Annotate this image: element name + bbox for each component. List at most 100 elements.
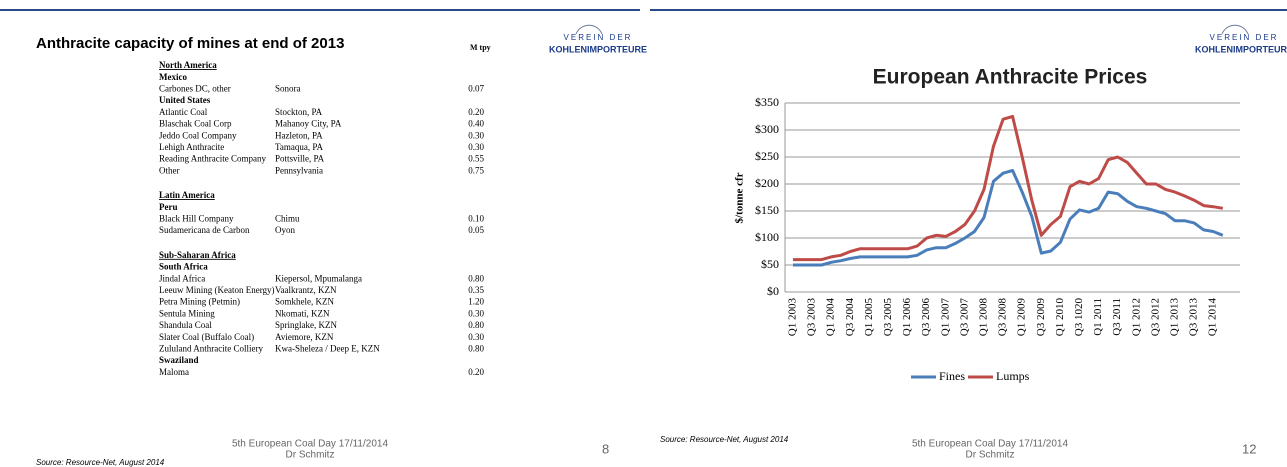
region-heading: Latin America bbox=[159, 190, 215, 200]
cell: Shandula Coal bbox=[159, 320, 212, 330]
cell: Nkomati, KZN bbox=[275, 308, 330, 318]
unit-label: M tpy bbox=[470, 43, 491, 52]
slide-title: Anthracite capacity of mines at end of 2… bbox=[36, 35, 344, 52]
x-tick-label: Q3 2008 bbox=[997, 298, 1009, 337]
cell: Lehigh Anthracite bbox=[159, 142, 224, 152]
y-axis-label: $/tonne cfr bbox=[734, 172, 746, 223]
x-tick-label: Q3 2013 bbox=[1188, 298, 1200, 337]
x-tick-label: Q3 2005 bbox=[882, 298, 894, 337]
cell: Maloma bbox=[159, 367, 189, 377]
x-tick-label: Q3 2011 bbox=[1111, 298, 1123, 336]
cell: Carbones DC, other bbox=[159, 83, 231, 93]
series-line bbox=[793, 115, 1224, 262]
cell: Pottsville, PA bbox=[275, 154, 325, 164]
footer-text: 5th European Coal Day 17/11/2014 bbox=[232, 439, 388, 450]
cell: 0.30 bbox=[468, 130, 484, 140]
cell: 0.10 bbox=[468, 213, 484, 223]
y-tick-label: $300 bbox=[755, 122, 779, 136]
cell: Jindal Africa bbox=[159, 273, 205, 283]
y-tick-label: $350 bbox=[755, 95, 779, 109]
cell: Vaalkrantz, KZN bbox=[275, 285, 337, 295]
logo-text: VEREIN DER bbox=[1210, 33, 1279, 42]
cell: Sentula Mining bbox=[159, 308, 215, 318]
cell: Sonora bbox=[275, 83, 301, 93]
cell: Jeddo Coal Company bbox=[159, 130, 237, 140]
region-heading: Sub-Saharan Africa bbox=[159, 250, 236, 260]
cell: Kwa-Sheleza / Deep E, KZN bbox=[275, 343, 380, 353]
cell: 0.55 bbox=[468, 154, 484, 164]
y-tick-label: $200 bbox=[755, 176, 779, 190]
x-tick-label: Q3 2007 bbox=[958, 298, 970, 337]
source: Source: Resource-Net, August 2014 bbox=[660, 435, 789, 444]
legend-label: Fines bbox=[939, 369, 965, 383]
x-tick-label: Q1 2012 bbox=[1130, 298, 1142, 336]
cell: 0.07 bbox=[468, 83, 484, 93]
country-heading: Swaziland bbox=[159, 355, 199, 365]
chart-title: European Anthracite Prices bbox=[873, 66, 1148, 89]
footer-text: Dr Schmitz bbox=[286, 450, 335, 461]
cell: Oyon bbox=[275, 225, 295, 235]
country-heading: South Africa bbox=[159, 262, 208, 272]
page-number: 12 bbox=[1242, 441, 1256, 456]
cell: 1.20 bbox=[468, 297, 484, 307]
cell: Blaschak Coal Corp bbox=[159, 119, 232, 129]
y-tick-label: $50 bbox=[761, 257, 779, 271]
source: Source: Resource-Net, August 2014 bbox=[36, 458, 165, 467]
country-heading: Peru bbox=[159, 202, 178, 212]
cell: Other bbox=[159, 165, 180, 175]
cell: Petra Mining (Petmin) bbox=[159, 297, 240, 307]
logo-text: KOHLENIMPORTEURE bbox=[1195, 44, 1287, 54]
cell: 0.75 bbox=[468, 165, 484, 175]
country-heading: Mexico bbox=[159, 72, 187, 82]
x-tick-label: Q1 2005 bbox=[863, 298, 875, 337]
cell: Sudamericana de Carbon bbox=[159, 225, 250, 235]
logo-arc bbox=[1221, 24, 1249, 35]
cell: 0.05 bbox=[468, 225, 484, 235]
x-tick-label: Q3 1020 bbox=[1073, 298, 1085, 337]
x-tick-label: Q3 2003 bbox=[806, 298, 818, 337]
cell: Leeuw Mining (Keaton Energy) bbox=[159, 285, 275, 295]
cell: Reading Anthracite Company bbox=[159, 154, 266, 164]
x-tick-label: Q1 2009 bbox=[1016, 298, 1028, 337]
cell: Atlantic Coal bbox=[159, 107, 208, 117]
cell: 0.30 bbox=[468, 332, 484, 342]
cell: 0.30 bbox=[468, 142, 484, 152]
logo-text: KOHLENIMPORTEURE bbox=[549, 44, 647, 54]
footer-text: Dr Schmitz bbox=[966, 450, 1015, 461]
cell: Stockton, PA bbox=[275, 107, 323, 117]
x-tick-label: Q1 2007 bbox=[939, 298, 951, 337]
x-tick-label: Q3 2012 bbox=[1149, 298, 1161, 336]
cell: Black Hill Company bbox=[159, 213, 234, 223]
cell: 0.80 bbox=[468, 273, 484, 283]
cell: 0.80 bbox=[468, 343, 484, 353]
x-tick-label: Q1 2013 bbox=[1169, 298, 1181, 337]
cell: 0.80 bbox=[468, 320, 484, 330]
cell: Tamaqua, PA bbox=[275, 142, 324, 152]
x-tick-label: Q1 2004 bbox=[825, 298, 837, 337]
x-tick-label: Q1 2014 bbox=[1207, 298, 1219, 337]
region-heading: North America bbox=[159, 60, 217, 70]
cell: Aviemore, KZN bbox=[275, 332, 334, 342]
logo-text: VEREIN DER bbox=[564, 33, 633, 42]
x-tick-label: Q3 2006 bbox=[920, 298, 932, 337]
x-tick-label: Q1 2011 bbox=[1092, 298, 1104, 336]
cell: Zululand Anthracite Colliery bbox=[159, 343, 263, 353]
legend-label: Lumps bbox=[996, 369, 1030, 383]
y-tick-label: $250 bbox=[755, 149, 779, 163]
cell: Kiepersol, Mpumalanga bbox=[275, 273, 362, 283]
cell: Springlake, KZN bbox=[275, 320, 337, 330]
x-tick-label: Q1 2006 bbox=[901, 298, 913, 337]
cell: Chimu bbox=[275, 213, 300, 223]
x-tick-label: Q3 2009 bbox=[1035, 298, 1047, 337]
country-heading: United States bbox=[159, 95, 211, 105]
cell: 0.40 bbox=[468, 119, 484, 129]
cell: Mahanoy City, PA bbox=[275, 119, 342, 129]
cell: Pennsylvania bbox=[275, 165, 323, 175]
page-number: 8 bbox=[602, 441, 609, 456]
cell: Somkhele, KZN bbox=[275, 297, 334, 307]
y-tick-label: $150 bbox=[755, 203, 779, 217]
cell: 0.20 bbox=[468, 367, 484, 377]
x-tick-label: Q1 2003 bbox=[787, 298, 799, 337]
logo-arc bbox=[575, 24, 603, 35]
